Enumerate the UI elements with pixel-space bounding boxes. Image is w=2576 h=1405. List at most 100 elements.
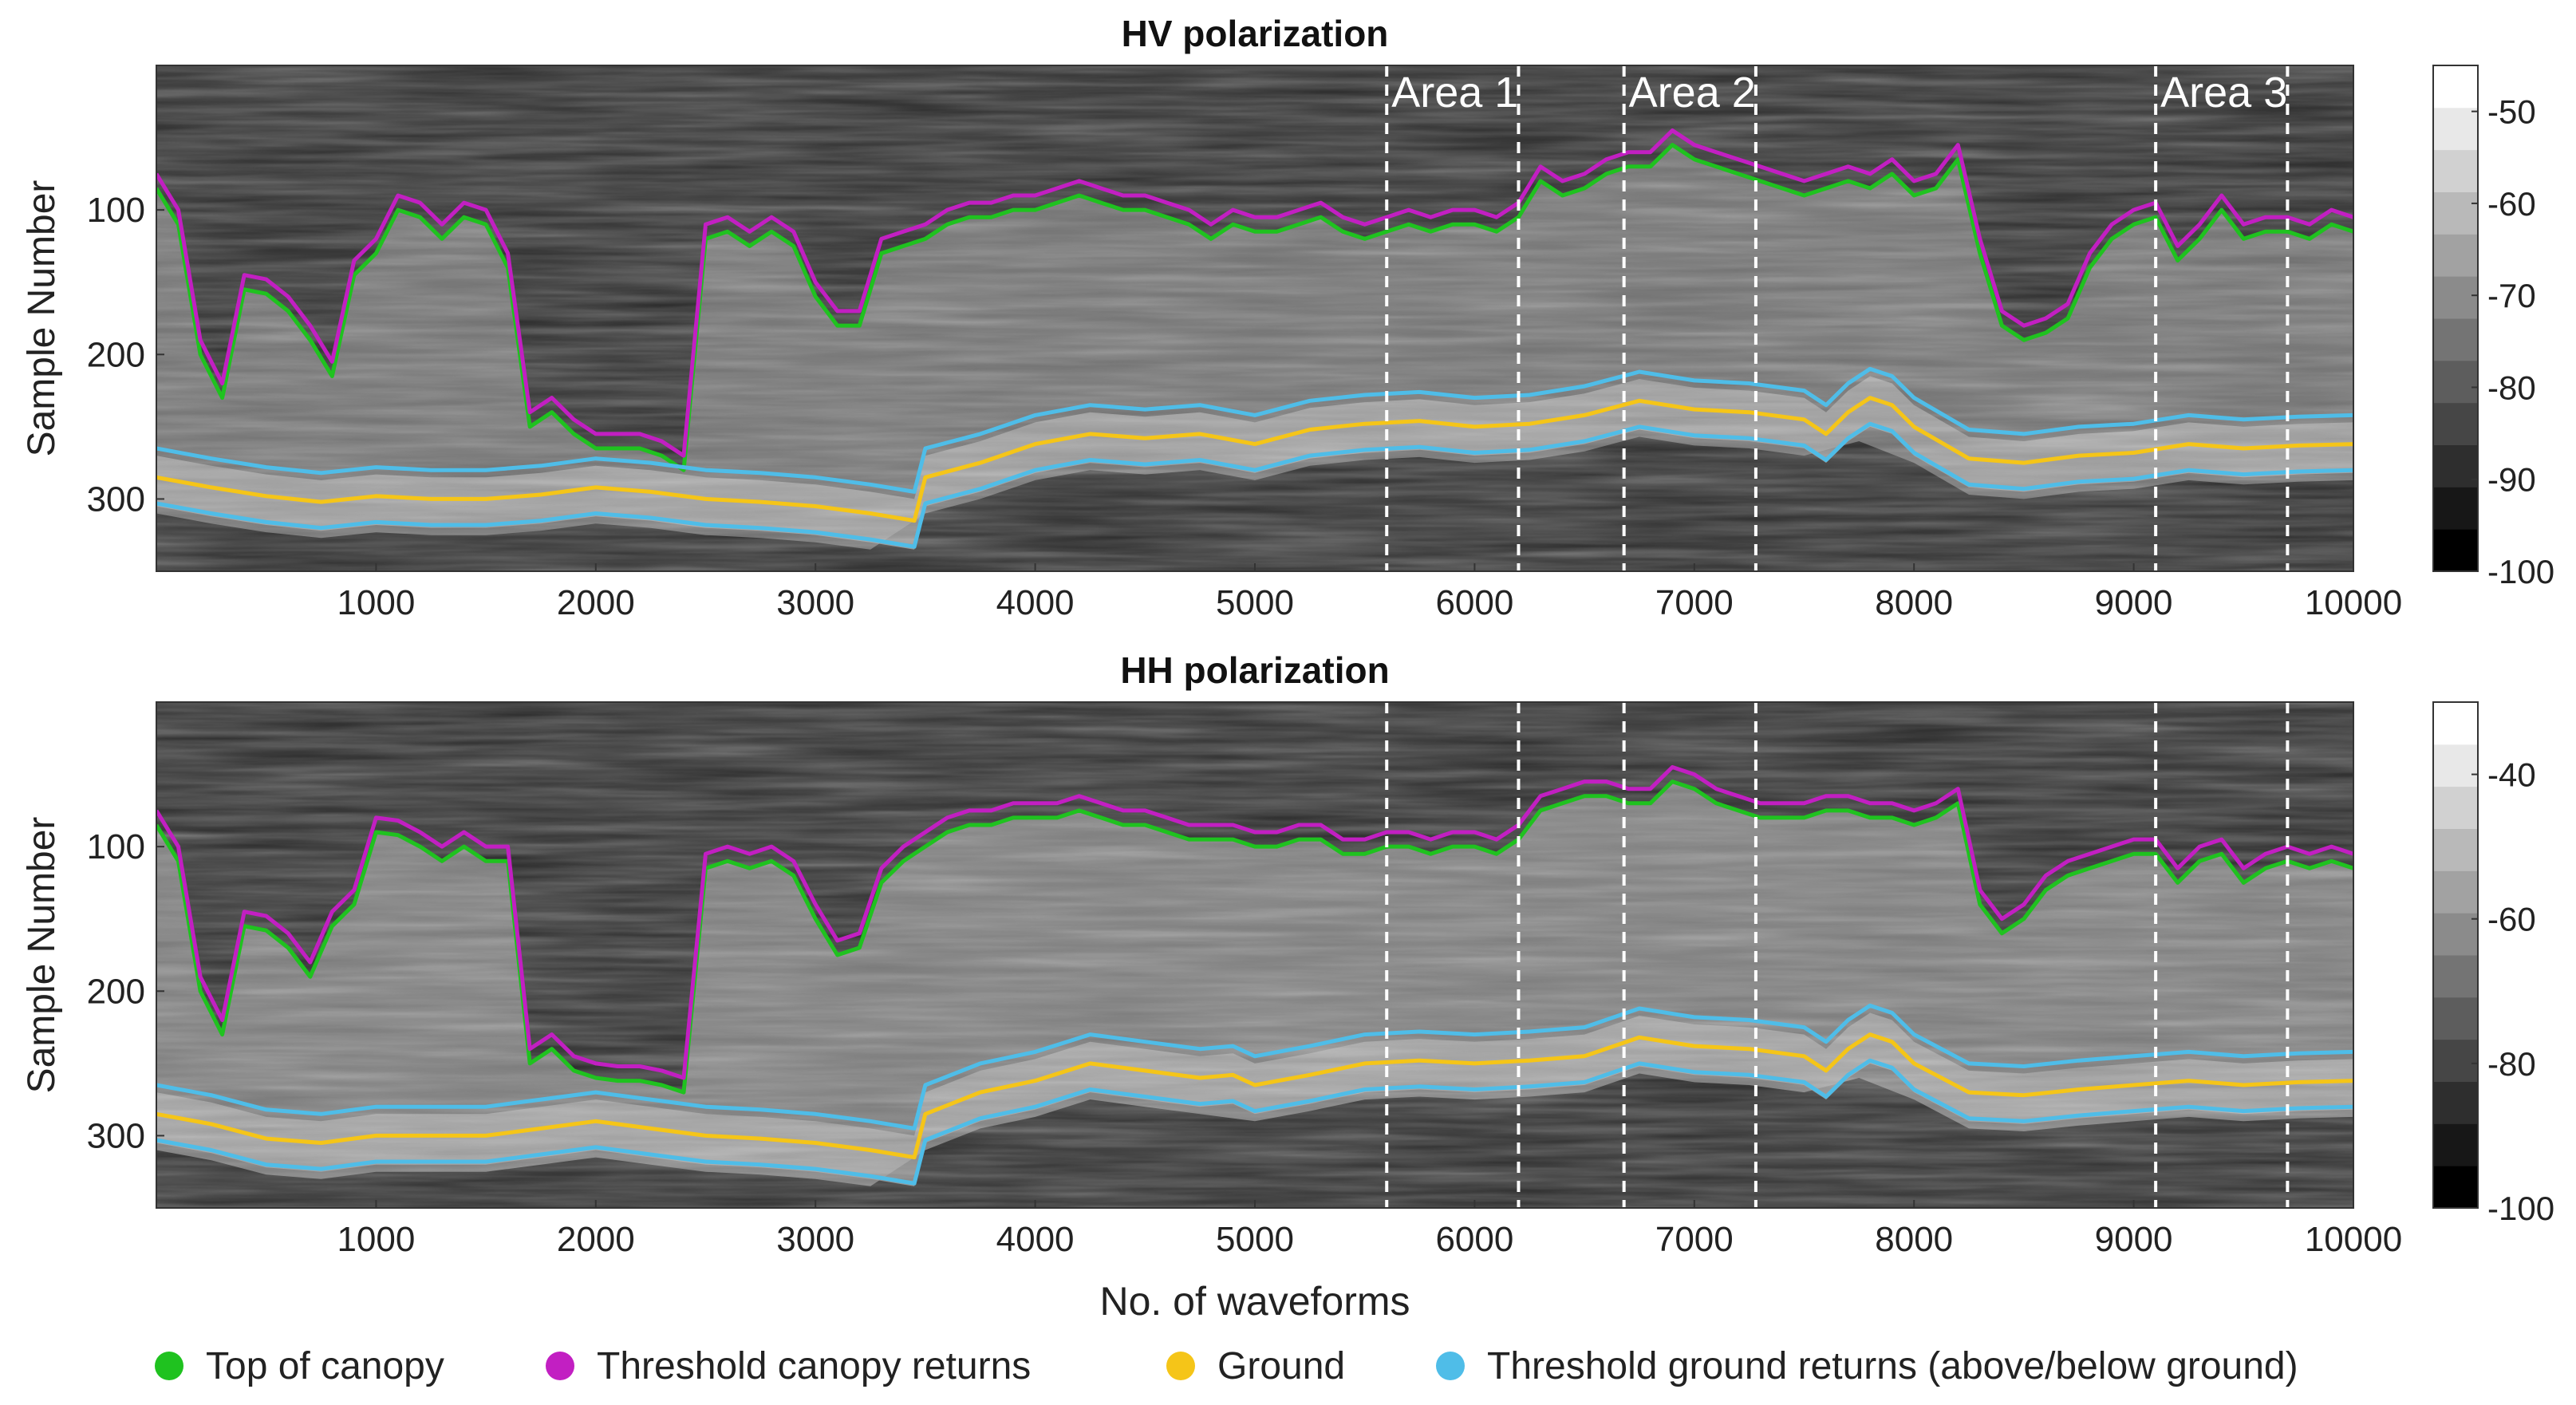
colorbar-swatch <box>2433 318 2478 361</box>
x-axis-label: No. of waveforms <box>1099 1279 1410 1324</box>
legend-marker <box>1166 1352 1195 1380</box>
x-tick-label: 4000 <box>996 1220 1075 1259</box>
series-line-threshold-ground-returns-below <box>156 1058 2353 1186</box>
y-tick-label: 200 <box>87 335 145 374</box>
series-line-threshold-canopy-returns <box>156 128 2353 458</box>
x-tick-label: 4000 <box>996 583 1075 622</box>
series-line-ground <box>156 396 2353 523</box>
area-markers <box>1385 702 2290 1208</box>
x-tick-label: 7000 <box>1655 583 1734 622</box>
colorbar-swatch <box>2433 234 2478 277</box>
colorbar-frame <box>2432 65 2479 572</box>
colorbar-swatch <box>2433 702 2478 745</box>
colorbar: -50 -60 -70 -80 -90 -100 <box>2432 65 2554 590</box>
x-tick-label: 5000 <box>1216 583 1294 622</box>
colorbar-swatch <box>2433 913 2478 956</box>
legend-marker <box>546 1352 574 1380</box>
colorbar-swatch <box>2433 444 2478 487</box>
colorbar: -40 -60 -80 -100 <box>2432 701 2554 1227</box>
colorbar-tick-label: -100 <box>2487 1190 2554 1227</box>
y-tick-label: 200 <box>87 972 145 1011</box>
y-tick-label: 100 <box>87 191 145 230</box>
y-axis: 100 200 300 <box>87 191 164 519</box>
colorbar-tick-label: -60 <box>2487 185 2536 223</box>
colorbar-swatch <box>2433 955 2478 998</box>
colorbar-tick-label: -100 <box>2487 553 2554 590</box>
colorbar-tick-label: -40 <box>2487 756 2536 794</box>
colorbar-swatch <box>2433 1123 2478 1166</box>
colorbar-swatch <box>2433 529 2478 572</box>
series-layer <box>156 128 2353 549</box>
colorbar-swatch <box>2433 65 2478 109</box>
colorbar-tick-label: -80 <box>2487 1045 2536 1083</box>
area-label: Area 2 <box>1629 69 1756 116</box>
colorbar-swatch <box>2433 828 2478 871</box>
area-markers: Area 1 Area 2 Area 3 <box>1385 65 2290 571</box>
noise-overlay <box>156 65 2353 571</box>
y-tick-label: 300 <box>87 1116 145 1155</box>
colorbar-swatch <box>2433 402 2478 445</box>
x-tick-label: 9000 <box>2095 583 2173 622</box>
colorbar-swatch <box>2433 1039 2478 1082</box>
colorbar-frame <box>2432 701 2479 1209</box>
colorbar-tick-label: -50 <box>2487 93 2536 131</box>
series-line-threshold-ground-returns-below <box>156 421 2353 549</box>
series-line-ground <box>156 1032 2353 1160</box>
legend-label: Threshold canopy returns <box>597 1345 1031 1387</box>
series-layer <box>156 765 2353 1186</box>
y-axis-label: Sample Number <box>21 817 63 1094</box>
x-tick-label: 6000 <box>1435 1220 1513 1259</box>
area-label: Area 3 <box>2160 69 2287 116</box>
series-line-threshold-ground-returns-above <box>156 1003 2353 1131</box>
legend-label: Top of canopy <box>206 1345 444 1387</box>
legend-marker <box>1436 1352 1465 1380</box>
y-tick-label: 300 <box>87 480 145 519</box>
x-tick-label: 9000 <box>2095 1220 2173 1259</box>
colorbar-tick-label: -60 <box>2487 901 2536 938</box>
series-line-threshold-canopy-returns <box>156 765 2353 1080</box>
panel-hv: HV polarization Area 1 Area 2 Area 3 1000 2… <box>21 13 2554 622</box>
noise-overlay <box>156 702 2353 1208</box>
x-tick-label: 3000 <box>776 1220 854 1259</box>
legend-marker <box>155 1352 183 1380</box>
colorbar-swatch <box>2433 1166 2478 1209</box>
colorbar-swatch <box>2433 997 2478 1040</box>
area-label: Area 1 <box>1391 69 1518 116</box>
colorbar-tick-label: -90 <box>2487 461 2536 499</box>
colorbar-swatch <box>2433 870 2478 914</box>
x-tick-label: 1000 <box>337 1220 415 1259</box>
x-tick-label: 2000 <box>557 1220 635 1259</box>
y-axis: 100 200 300 <box>87 827 164 1155</box>
legend-label: Threshold ground returns (above/below gr… <box>1487 1345 2298 1387</box>
x-tick-label: 1000 <box>337 583 415 622</box>
colorbar-tick-label: -80 <box>2487 369 2536 406</box>
colorbar-swatch <box>2433 149 2478 192</box>
x-tick-label: 8000 <box>1875 583 1953 622</box>
x-tick-label: 2000 <box>557 583 635 622</box>
colorbar-swatch <box>2433 1081 2478 1124</box>
x-tick-label: 5000 <box>1216 1220 1294 1259</box>
x-tick-label: 8000 <box>1875 1220 1953 1259</box>
x-axis: 1000 2000 3000 4000 5000 6000 7000 8000 9000 1000… <box>337 563 2402 622</box>
y-axis-label: Sample Number <box>21 180 63 457</box>
colorbar-swatch <box>2433 276 2478 319</box>
x-axis: 1000 2000 3000 4000 5000 6000 7000 8000 9000 1000… <box>337 1200 2402 1259</box>
legend-label: Ground <box>1217 1345 1345 1387</box>
colorbar-swatch <box>2433 744 2478 787</box>
series-line-threshold-ground-returns-above <box>156 366 2353 494</box>
colorbar-swatch <box>2433 191 2478 235</box>
panel-title: HH polarization <box>1120 649 1389 691</box>
x-tick-label: 3000 <box>776 583 854 622</box>
x-tick-label: 10000 <box>2305 583 2402 622</box>
colorbar-swatch <box>2433 487 2478 530</box>
panel-title: HV polarization <box>1122 13 1389 54</box>
colorbar-swatch <box>2433 360 2478 404</box>
x-tick-label: 10000 <box>2305 1220 2402 1259</box>
colorbar-swatch <box>2433 786 2478 829</box>
panel-hh: HH polarization 1000 2000 3000 4000 5000 6000… <box>21 649 2554 1259</box>
colorbar-swatch <box>2433 107 2478 151</box>
y-tick-label: 100 <box>87 827 145 866</box>
colorbar-tick-label: -70 <box>2487 277 2536 314</box>
legend: Top of canopy Threshold canopy returns Gro… <box>155 1345 2298 1387</box>
